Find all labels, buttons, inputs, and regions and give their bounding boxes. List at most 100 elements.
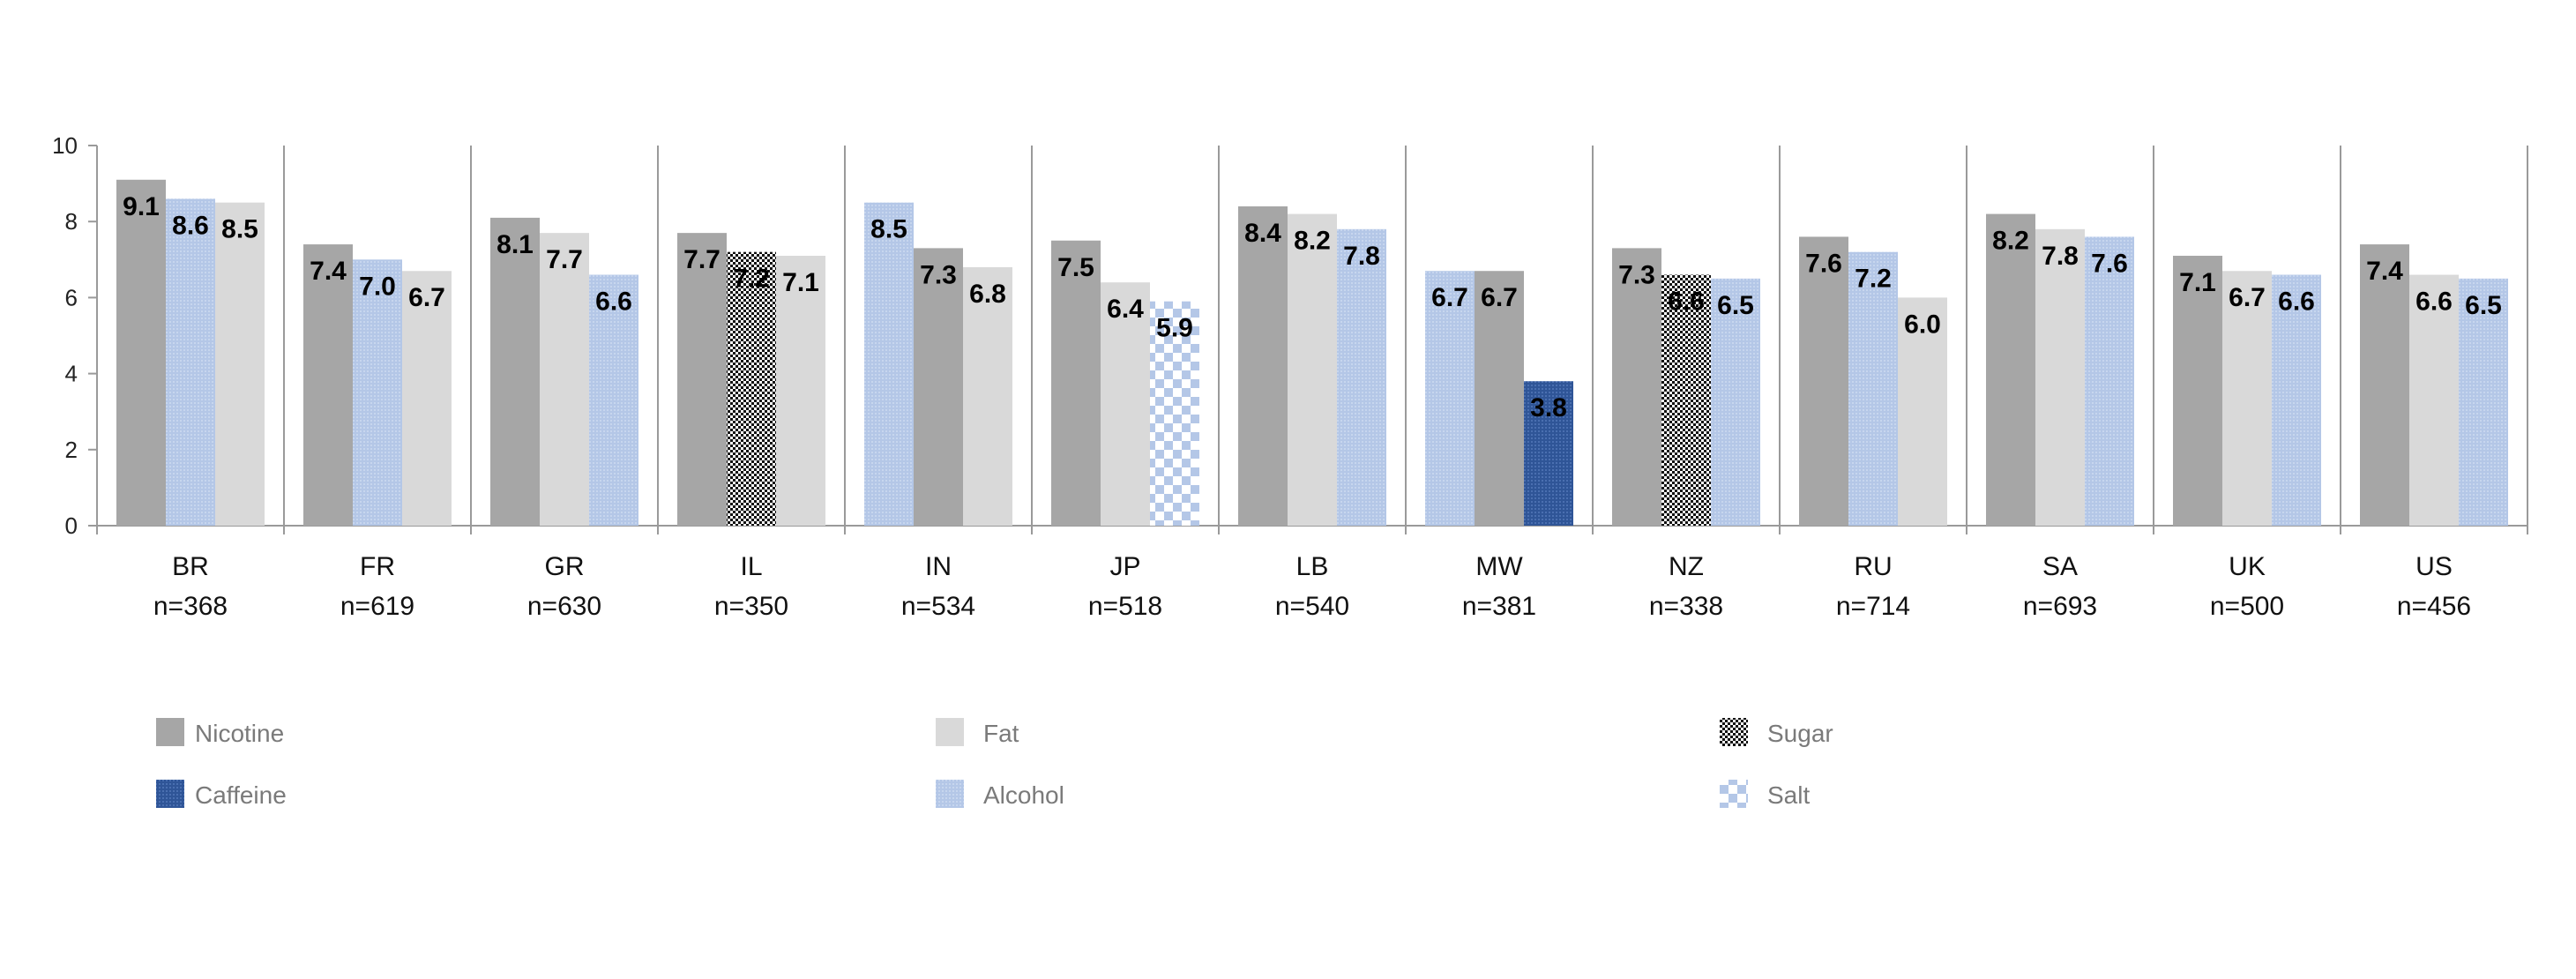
data-label: 6.5 (1717, 291, 1754, 320)
data-label: 6.8 (969, 280, 1006, 309)
data-label: 3.8 (1530, 393, 1567, 422)
data-label: 7.6 (1805, 249, 1842, 278)
bar-in-nicotine (914, 248, 963, 526)
category-label: RU (1854, 552, 1892, 581)
category-label: MW (1475, 552, 1523, 581)
bar-uk-fat (2222, 271, 2272, 526)
bar-fr-alcohol (353, 259, 402, 526)
data-label: 6.0 (1904, 310, 1941, 339)
data-label: 7.2 (1855, 265, 1892, 294)
data-label: 9.1 (123, 192, 160, 221)
data-label: 7.8 (2042, 242, 2079, 271)
bar-ru-nicotine (1799, 236, 1848, 526)
legend-swatch-alcohol (936, 780, 964, 808)
category-sample-size: n=534 (901, 592, 975, 621)
data-label: 6.7 (1431, 283, 1468, 312)
bar-sa-nicotine (1986, 213, 2035, 526)
data-label: 6.7 (408, 283, 445, 312)
bar-lb-alcohol (1337, 228, 1386, 526)
legend-label-salt: Salt (1767, 781, 1810, 809)
y-tick-label: 2 (65, 437, 78, 463)
category-sample-size: n=518 (1088, 592, 1162, 621)
bar-ru-alcohol (1848, 251, 1898, 526)
legend-swatch-caffeine (156, 780, 184, 808)
bar-fr-nicotine (303, 244, 353, 526)
legend-label-sugar: Sugar (1767, 720, 1833, 747)
data-label: 6.6 (1668, 288, 1705, 317)
bar-lb-fat (1288, 213, 1337, 526)
data-label: 7.0 (359, 272, 396, 301)
category-sample-size: n=338 (1649, 592, 1723, 621)
y-tick-label: 8 (65, 208, 78, 235)
bar-nz-sugar (1661, 274, 1711, 526)
bar-il-nicotine (677, 233, 727, 526)
bar-in-alcohol (864, 202, 914, 526)
data-label: 7.2 (733, 265, 770, 294)
data-label: 6.5 (2465, 291, 2502, 320)
data-label: 8.4 (1244, 219, 1281, 248)
category-sample-size: n=500 (2210, 592, 2284, 621)
data-label: 8.5 (870, 215, 907, 244)
bar-br-alcohol (166, 198, 215, 526)
bar-uk-alcohol (2272, 274, 2321, 526)
bar-gr-nicotine (490, 217, 540, 526)
data-label: 7.1 (782, 268, 819, 297)
category-sample-size: n=693 (2023, 592, 2097, 621)
data-label: 7.3 (1618, 260, 1655, 289)
data-label: 7.1 (2179, 268, 2216, 297)
y-tick-label: 4 (65, 361, 78, 387)
category-label: US (2415, 552, 2453, 581)
category-sample-size: n=619 (340, 592, 414, 621)
category-sample-size: n=540 (1275, 592, 1349, 621)
bar-br-fat (215, 202, 265, 526)
bar-gr-fat (540, 233, 589, 526)
category-sample-size: n=368 (153, 592, 228, 621)
legend-swatch-salt (1720, 780, 1748, 808)
data-label: 8.1 (497, 230, 534, 259)
category-label: NZ (1669, 552, 1704, 581)
bar-jp-nicotine (1051, 240, 1101, 526)
category-sample-size: n=381 (1462, 592, 1536, 621)
y-tick-label: 6 (65, 284, 78, 310)
legend-swatch-fat (936, 718, 964, 746)
category-label: IN (925, 552, 952, 581)
bar-sa-fat (2035, 228, 2085, 526)
data-label: 7.7 (546, 245, 583, 274)
data-label: 8.2 (1992, 227, 2029, 256)
bar-uk-nicotine (2173, 255, 2222, 526)
data-label: 8.2 (1294, 227, 1331, 256)
bar-br-nicotine (116, 179, 166, 527)
legend-swatch-sugar (1720, 718, 1748, 746)
bar-sa-alcohol (2085, 236, 2134, 526)
data-label: 8.6 (172, 211, 209, 240)
data-label: 5.9 (1156, 314, 1193, 343)
data-label: 6.6 (2415, 288, 2453, 317)
legend-label-alcohol: Alcohol (983, 781, 1064, 809)
bar-mw-alcohol (1425, 271, 1475, 526)
data-label: 6.6 (595, 288, 632, 317)
category-label: FR (360, 552, 395, 581)
legend-label-fat: Fat (983, 720, 1019, 747)
bar-us-nicotine (2360, 244, 2409, 526)
legend-label-caffeine: Caffeine (195, 781, 287, 809)
bar-nz-nicotine (1612, 248, 1661, 526)
category-label: JP (1109, 552, 1140, 581)
category-sample-size: n=630 (527, 592, 601, 621)
category-sample-size: n=714 (1836, 592, 1910, 621)
legend-swatch-nicotine (156, 718, 184, 746)
bar-us-fat (2409, 274, 2459, 526)
data-label: 7.5 (1057, 253, 1094, 282)
category-sample-size: n=350 (714, 592, 788, 621)
data-label: 7.7 (683, 245, 721, 274)
category-label: LB (1296, 552, 1329, 581)
data-label: 6.4 (1107, 295, 1144, 324)
legend-label-nicotine: Nicotine (195, 720, 284, 747)
bar-jp-salt (1150, 301, 1199, 526)
category-label: GR (545, 552, 585, 581)
category-label: SA (2042, 552, 2078, 581)
bar-jp-fat (1101, 282, 1150, 526)
bar-us-alcohol (2459, 278, 2508, 526)
category-label: UK (2229, 552, 2266, 581)
bar-in-fat (963, 266, 1012, 526)
